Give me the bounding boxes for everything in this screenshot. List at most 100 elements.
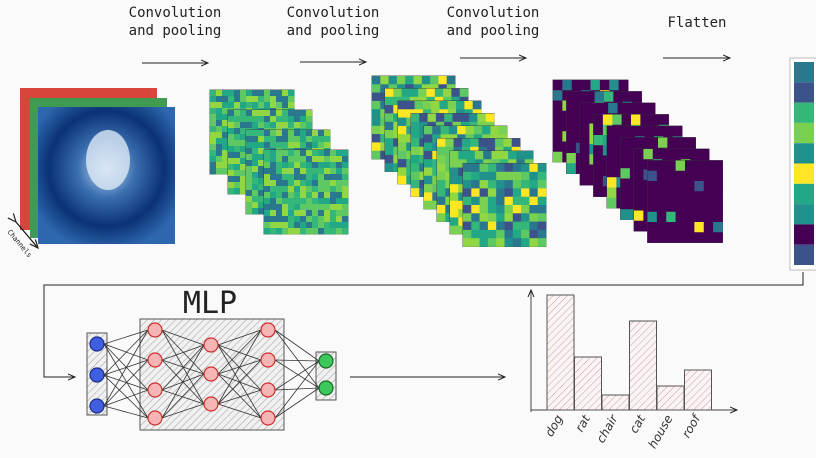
map-cell xyxy=(324,210,330,216)
map-cell xyxy=(437,147,446,156)
stage-label: Convolution xyxy=(447,5,540,21)
map-cell xyxy=(471,222,480,231)
map-cell xyxy=(463,230,472,239)
map-cell xyxy=(288,116,294,122)
map-cell xyxy=(228,134,234,140)
map-cell xyxy=(594,186,604,197)
map-cell xyxy=(538,197,547,206)
map-cell xyxy=(282,216,288,222)
stage-label: Convolution xyxy=(287,5,380,21)
map-cell xyxy=(411,172,420,181)
map-cell xyxy=(676,222,686,233)
map-cell xyxy=(276,204,282,210)
map-cell xyxy=(294,136,300,142)
map-cell xyxy=(210,150,216,156)
map-cell xyxy=(276,156,282,162)
map-cell xyxy=(240,164,246,170)
map-cell xyxy=(288,216,294,222)
map-cell xyxy=(306,180,312,186)
map-cell xyxy=(324,142,330,148)
map-cell xyxy=(258,90,264,96)
map-cell xyxy=(330,150,336,156)
map-cell xyxy=(228,128,234,134)
map-cell xyxy=(276,90,282,96)
map-cell xyxy=(342,210,348,216)
map-cell xyxy=(324,198,330,204)
map-cell xyxy=(240,176,246,182)
category-label: house xyxy=(645,413,675,451)
map-cell xyxy=(294,210,300,216)
map-cell xyxy=(471,213,480,222)
map-cell xyxy=(294,186,300,192)
map-cell xyxy=(567,92,577,103)
map-cell xyxy=(607,188,617,199)
map-cell xyxy=(342,162,348,168)
map-cell xyxy=(580,113,590,124)
map-cell xyxy=(627,103,637,114)
map-cell xyxy=(300,156,306,162)
map-cell xyxy=(658,138,668,149)
map-cell xyxy=(621,138,631,149)
map-cell xyxy=(252,190,258,196)
map-cell xyxy=(437,205,446,214)
map-cell xyxy=(270,204,276,210)
map-cell xyxy=(306,174,312,180)
map-cell xyxy=(336,216,342,222)
map-cell xyxy=(240,110,246,116)
map-cell xyxy=(258,110,264,116)
map-cell xyxy=(488,180,497,189)
map-cell xyxy=(324,186,330,192)
map-cell xyxy=(419,114,428,123)
map-cell xyxy=(270,162,276,168)
map-cell xyxy=(398,167,407,176)
map-cell xyxy=(288,186,294,192)
map-cell xyxy=(462,139,471,148)
map-cell xyxy=(342,180,348,186)
map-cell xyxy=(324,168,330,174)
map-cell xyxy=(252,90,258,96)
map-cell xyxy=(450,193,459,202)
map-cell xyxy=(270,198,276,204)
map-cell xyxy=(385,97,394,106)
map-cell xyxy=(270,102,276,108)
map-cell xyxy=(607,136,617,147)
map-cell xyxy=(276,222,282,228)
map-cell xyxy=(276,168,282,174)
map-cell xyxy=(276,110,282,116)
map-cell xyxy=(495,139,504,148)
map-cell xyxy=(222,156,228,162)
map-cell xyxy=(282,150,288,156)
map-cell xyxy=(300,198,306,204)
map-cell xyxy=(704,222,714,233)
map-cell xyxy=(318,228,324,234)
map-cell xyxy=(312,216,318,222)
map-cell xyxy=(288,96,294,102)
map-cell xyxy=(318,186,324,192)
map-cell xyxy=(508,151,517,160)
map-cell xyxy=(538,180,547,189)
map-cell xyxy=(521,180,530,189)
map-cell xyxy=(270,136,276,142)
map-cell xyxy=(521,164,530,173)
map-cell xyxy=(398,126,407,135)
map-cell xyxy=(424,143,433,152)
map-cell xyxy=(276,142,282,148)
map-cell xyxy=(300,116,306,122)
map-cell xyxy=(666,181,676,192)
map-cell xyxy=(505,197,514,206)
map-cell xyxy=(288,180,294,186)
map-cell xyxy=(562,80,572,91)
map-cell xyxy=(643,149,653,160)
map-cell xyxy=(513,238,522,247)
map-cell xyxy=(336,162,342,168)
map-cell xyxy=(216,144,222,150)
map-cell xyxy=(258,130,264,136)
map-cell xyxy=(447,76,456,85)
map-cell xyxy=(646,103,656,114)
map-cell xyxy=(471,188,480,197)
map-cell xyxy=(336,210,342,216)
map-cell xyxy=(480,205,489,214)
map-cell xyxy=(312,174,318,180)
map-cell xyxy=(513,188,522,197)
map-cell xyxy=(385,163,394,172)
